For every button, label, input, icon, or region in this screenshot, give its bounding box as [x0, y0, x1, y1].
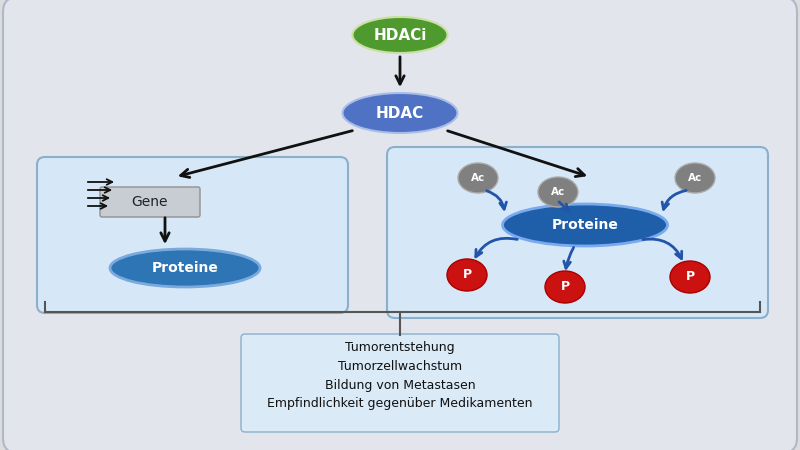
Text: Tumorzellwachstum: Tumorzellwachstum [338, 360, 462, 373]
Text: Empfindlichkeit gegenüber Medikamenten: Empfindlichkeit gegenüber Medikamenten [267, 397, 533, 410]
Text: Proteine: Proteine [151, 261, 218, 275]
Ellipse shape [447, 259, 487, 291]
Text: Ac: Ac [471, 173, 485, 183]
Text: HDACi: HDACi [374, 27, 426, 42]
Text: Proteine: Proteine [551, 218, 618, 232]
Ellipse shape [545, 271, 585, 303]
Ellipse shape [675, 163, 715, 193]
Text: P: P [462, 269, 471, 282]
FancyBboxPatch shape [3, 0, 797, 450]
Text: Ac: Ac [551, 187, 565, 197]
Ellipse shape [342, 93, 458, 133]
Ellipse shape [458, 163, 498, 193]
Ellipse shape [353, 17, 447, 53]
Text: Bildung von Metastasen: Bildung von Metastasen [325, 378, 475, 392]
FancyBboxPatch shape [100, 187, 200, 217]
Ellipse shape [502, 204, 667, 246]
Text: P: P [561, 280, 570, 293]
Text: Ac: Ac [688, 173, 702, 183]
Text: HDAC: HDAC [376, 105, 424, 121]
FancyBboxPatch shape [241, 334, 559, 432]
Text: Tumorentstehung: Tumorentstehung [345, 341, 455, 354]
Text: P: P [686, 270, 694, 284]
FancyBboxPatch shape [37, 157, 348, 313]
Ellipse shape [538, 177, 578, 207]
FancyBboxPatch shape [387, 147, 768, 318]
Ellipse shape [110, 249, 260, 287]
Ellipse shape [670, 261, 710, 293]
Text: Gene: Gene [132, 195, 168, 209]
